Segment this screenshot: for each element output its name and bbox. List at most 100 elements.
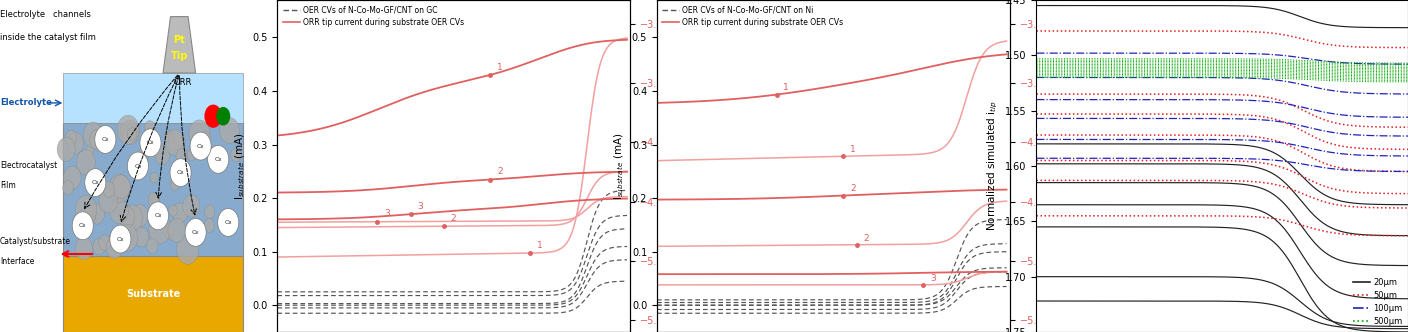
Bar — [63, 123, 244, 256]
Circle shape — [170, 159, 191, 187]
Circle shape — [62, 181, 73, 195]
Text: ORR: ORR — [175, 78, 193, 88]
Circle shape — [204, 105, 222, 128]
Circle shape — [68, 132, 83, 154]
Circle shape — [220, 118, 239, 143]
Circle shape — [146, 238, 158, 254]
Circle shape — [83, 207, 96, 224]
Circle shape — [184, 218, 206, 246]
Circle shape — [113, 175, 130, 199]
Circle shape — [151, 172, 158, 183]
Circle shape — [139, 129, 161, 157]
Circle shape — [207, 145, 228, 173]
Circle shape — [117, 224, 138, 251]
Text: O₂: O₂ — [214, 157, 222, 162]
Circle shape — [110, 225, 131, 253]
Text: Tip: Tip — [170, 51, 189, 61]
Bar — [63, 73, 244, 123]
Text: 1: 1 — [783, 83, 790, 92]
Text: O₂: O₂ — [117, 236, 124, 242]
Circle shape — [86, 145, 94, 157]
Text: 3: 3 — [384, 209, 390, 218]
Circle shape — [199, 131, 211, 147]
Circle shape — [65, 130, 77, 145]
Text: O₂: O₂ — [177, 170, 184, 175]
Circle shape — [176, 149, 187, 164]
Circle shape — [218, 208, 239, 236]
Circle shape — [176, 235, 199, 264]
Y-axis label: i$_{tip}$ (nA): i$_{tip}$ (nA) — [1049, 146, 1063, 186]
Circle shape — [77, 214, 92, 233]
Circle shape — [165, 130, 173, 142]
Circle shape — [155, 145, 170, 165]
Circle shape — [149, 214, 170, 244]
Circle shape — [168, 218, 186, 242]
Circle shape — [63, 166, 82, 190]
Circle shape — [169, 205, 177, 216]
Text: Catalyst/substrate: Catalyst/substrate — [0, 237, 70, 246]
Circle shape — [145, 121, 155, 135]
Circle shape — [203, 139, 211, 149]
Circle shape — [134, 227, 149, 247]
Circle shape — [148, 202, 169, 230]
Circle shape — [75, 237, 93, 260]
Y-axis label: I$_{substrate}$ (mA): I$_{substrate}$ (mA) — [612, 132, 627, 200]
Text: Substrate: Substrate — [125, 289, 180, 299]
Polygon shape — [163, 17, 196, 73]
Circle shape — [83, 122, 103, 148]
Circle shape — [120, 207, 135, 227]
Text: 2: 2 — [451, 214, 456, 223]
Text: 2: 2 — [850, 184, 856, 193]
Text: Pt: Pt — [173, 35, 186, 45]
Circle shape — [117, 115, 139, 144]
Text: inside the catalyst film: inside the catalyst film — [0, 33, 96, 42]
Circle shape — [148, 193, 159, 207]
Circle shape — [170, 179, 179, 191]
Circle shape — [231, 148, 241, 162]
Text: Interface: Interface — [0, 257, 34, 266]
Text: 3: 3 — [929, 274, 936, 283]
Y-axis label: i$_{tip}$ (nA): i$_{tip}$ (nA) — [669, 146, 684, 186]
Text: O₂: O₂ — [79, 223, 86, 228]
Text: Electrolyte   channels: Electrolyte channels — [0, 10, 92, 19]
Circle shape — [217, 107, 231, 125]
Y-axis label: I$_{substrate}$ (mA): I$_{substrate}$ (mA) — [234, 132, 246, 200]
Circle shape — [131, 205, 148, 227]
Legend: OER CVs of N-Co-Mo-GF/CNT on Ni, ORR tip current during substrate OER CVs: OER CVs of N-Co-Mo-GF/CNT on Ni, ORR tip… — [660, 4, 845, 29]
Circle shape — [127, 128, 137, 140]
Legend: 20μm, 50μm, 100μm, 500μm: 20μm, 50μm, 100μm, 500μm — [1352, 276, 1404, 328]
Text: 1: 1 — [850, 145, 856, 154]
Text: O₂: O₂ — [224, 220, 232, 225]
Text: 3: 3 — [417, 202, 422, 211]
Circle shape — [76, 150, 96, 175]
Circle shape — [106, 237, 122, 259]
Circle shape — [84, 169, 106, 197]
Circle shape — [99, 235, 111, 250]
Text: 2: 2 — [497, 167, 503, 176]
Circle shape — [152, 193, 159, 204]
Circle shape — [103, 182, 115, 198]
Y-axis label: Normalized simulated i$_{tip}$: Normalized simulated i$_{tip}$ — [986, 101, 1000, 231]
Text: 1: 1 — [536, 241, 543, 250]
Circle shape — [108, 228, 127, 252]
Circle shape — [127, 152, 148, 180]
Circle shape — [110, 199, 128, 223]
Legend: OER CVs of N-Co-Mo-GF/CNT on GC, ORR tip current during substrate OER CVs: OER CVs of N-Co-Mo-GF/CNT on GC, ORR tip… — [282, 4, 465, 29]
Text: O₂: O₂ — [146, 140, 155, 145]
Circle shape — [75, 195, 97, 224]
Circle shape — [168, 131, 183, 150]
Text: O₂: O₂ — [101, 137, 108, 142]
Text: O₂: O₂ — [197, 143, 204, 149]
Circle shape — [93, 238, 106, 255]
Circle shape — [89, 204, 104, 224]
Text: Film: Film — [0, 181, 15, 191]
Circle shape — [99, 188, 118, 213]
Circle shape — [139, 146, 149, 160]
Circle shape — [187, 149, 196, 161]
Circle shape — [72, 212, 93, 240]
Circle shape — [183, 195, 200, 217]
Text: Electrolyte: Electrolyte — [0, 98, 52, 108]
Text: O₂: O₂ — [134, 163, 142, 169]
Text: Electrocatalyst: Electrocatalyst — [0, 161, 58, 171]
Text: O₂: O₂ — [155, 213, 162, 218]
